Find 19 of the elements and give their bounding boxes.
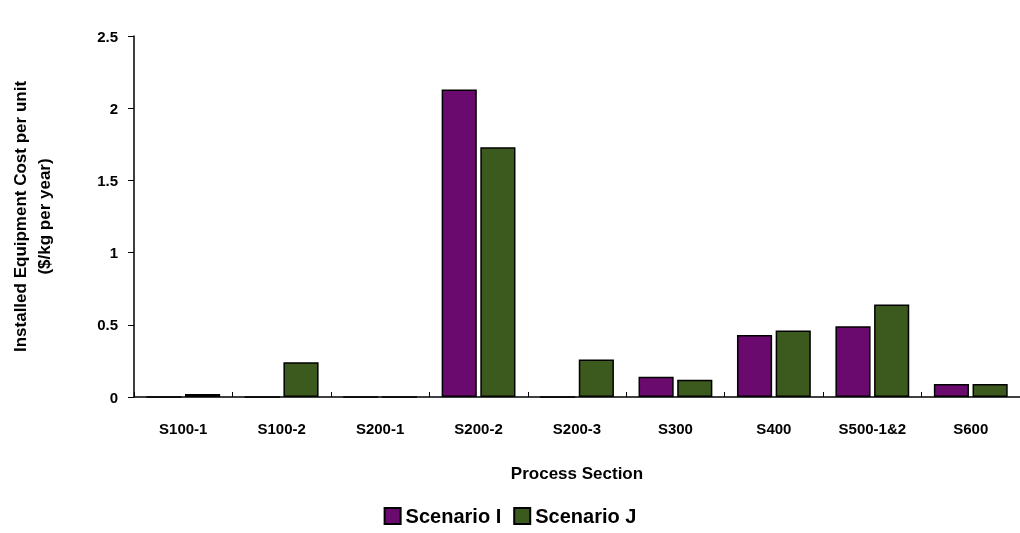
x-axis-title: Process Section bbox=[510, 464, 644, 483]
x-tick-label: S200-1 bbox=[355, 420, 405, 437]
y-tick-label: 2.5 bbox=[97, 27, 118, 45]
y-tick-label: 2 bbox=[109, 99, 118, 117]
y-tick-label: 1 bbox=[109, 244, 118, 262]
x-tick-label: S400 bbox=[756, 420, 792, 437]
x-tick-label: S500-1&2 bbox=[838, 420, 907, 437]
x-tick-label: S100-1 bbox=[159, 420, 208, 437]
y-tick-label: 0 bbox=[109, 388, 118, 406]
x-tick-label: S100-2 bbox=[257, 420, 306, 437]
y-axis-title: Installed Equipment Cost per unit ($/kg per year) bbox=[10, 80, 54, 353]
legend-label: Scenario J bbox=[535, 505, 637, 527]
x-tick-label: S300 bbox=[657, 420, 693, 437]
x-tick-label: S600 bbox=[953, 420, 989, 437]
x-tick-label: S200-3 bbox=[552, 420, 602, 437]
y-tick-label: 1.5 bbox=[97, 171, 118, 189]
legend-label: Scenario I bbox=[405, 505, 502, 527]
y-tick-label: 0.5 bbox=[97, 316, 118, 334]
x-tick-label: S200-2 bbox=[454, 420, 503, 437]
